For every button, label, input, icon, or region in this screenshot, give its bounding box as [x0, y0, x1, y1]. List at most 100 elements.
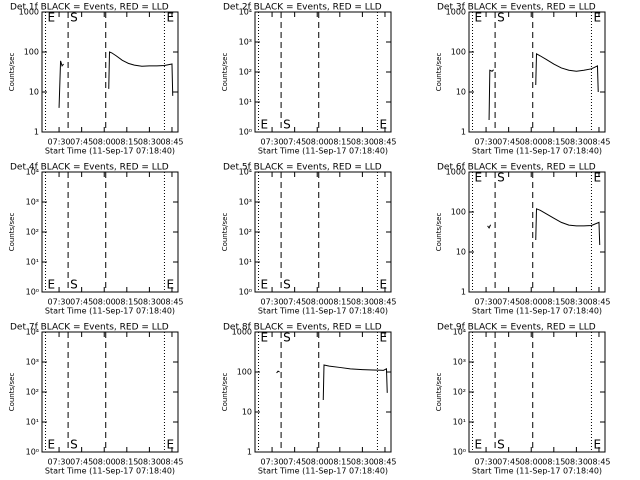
y-tick-label: 10 [456, 88, 466, 97]
x-tick-label: 07:30 [48, 458, 71, 467]
event-marker-label: E [475, 171, 483, 185]
y-axis-title: Counts/sec [8, 373, 16, 412]
x-tick-label: 07:30 [261, 138, 284, 147]
x-tick-label: 08:15 [328, 458, 351, 467]
x-axis-title: Start Time (11-Sep-17 07:18:40) [472, 147, 602, 156]
y-tick-label: 10² [453, 388, 466, 397]
plot-frame [254, 331, 392, 453]
y-tick-label: 1000 [446, 8, 466, 17]
x-tick-label: 08:15 [115, 138, 138, 147]
y-tick-label: 10¹ [239, 98, 252, 107]
y-tick-label: 10² [26, 388, 39, 397]
x-tick-label: 08:45 [160, 458, 183, 467]
x-tick-label: 07:45 [70, 298, 93, 307]
x-tick-label: 07:45 [497, 138, 520, 147]
y-axis-title: Counts/sec [435, 373, 443, 412]
x-tick-label: 08:30 [138, 138, 161, 147]
y-tick-label: 1 [461, 128, 466, 137]
y-axis-title: Counts/sec [221, 53, 229, 92]
y-tick-label: 10⁴ [453, 328, 466, 337]
x-axis-title: Start Time (11-Sep-17 07:18:40) [258, 467, 388, 476]
panel: Det 1f BLACK = Events, RED = LLD 1 10 100 10… [8, 3, 184, 156]
y-axis-title: Counts/sec [8, 53, 16, 92]
x-tick-label: 08:45 [587, 138, 610, 147]
y-tick-label: 10⁰ [239, 128, 252, 137]
x-tick-label: 07:30 [48, 298, 71, 307]
x-axis-title: Start Time (11-Sep-17 07:18:40) [258, 307, 388, 316]
y-tick-label: 10¹ [453, 418, 466, 427]
x-tick-label: 08:45 [160, 138, 183, 147]
plot-frame [468, 11, 606, 133]
x-tick-label: 08:30 [565, 138, 588, 147]
plot-frame [468, 171, 606, 293]
panel: Det 6f BLACK = Events, RED = LLD 1 10 100 10… [435, 163, 611, 316]
x-tick-label: 08:15 [542, 298, 565, 307]
x-tick-label: 07:45 [283, 458, 306, 467]
event-marker-label: S [70, 278, 78, 292]
event-marker-label: E [261, 331, 269, 345]
panel-title: Det 5f BLACK = Events, RED = LLD [223, 163, 382, 173]
x-tick-label: 08:45 [587, 298, 610, 307]
event-marker-label: E [593, 11, 601, 25]
event-marker-label: S [283, 278, 291, 292]
x-tick-label: 08:00 [93, 458, 116, 467]
y-axis-title: Counts/sec [435, 213, 443, 252]
x-tick-label: 08:45 [373, 138, 396, 147]
x-tick-label: 08:00 [306, 298, 329, 307]
event-marker-label: E [166, 11, 174, 25]
x-tick-label: 08:15 [542, 458, 565, 467]
y-tick-label: 1000 [19, 8, 39, 17]
x-tick-label: 07:45 [497, 298, 520, 307]
event-marker-label: E [475, 438, 483, 452]
event-marker-label: E [261, 118, 269, 132]
event-marker-label: E [48, 11, 56, 25]
x-axis-title: Start Time (11-Sep-17 07:18:40) [472, 467, 602, 476]
x-tick-label: 07:45 [497, 458, 520, 467]
x-tick-label: 08:00 [306, 138, 329, 147]
count-rate-line [488, 69, 494, 120]
panel-title: Det 2f BLACK = Events, RED = LLD [223, 3, 382, 13]
y-axis-title: Counts/sec [435, 53, 443, 92]
event-marker-label: E [166, 278, 174, 292]
event-marker-label: S [283, 118, 291, 132]
x-tick-label: 08:15 [542, 138, 565, 147]
panel: Det 4f BLACK = Events, RED = LLD 10⁰ 10¹ 10… [8, 163, 184, 316]
x-tick-label: 07:30 [261, 458, 284, 467]
x-tick-label: 08:30 [351, 138, 374, 147]
y-tick-label: 10¹ [26, 418, 39, 427]
y-tick-label: 10³ [26, 198, 39, 207]
y-tick-label: 100 [451, 48, 466, 57]
x-tick-label: 07:30 [475, 298, 498, 307]
x-tick-label: 07:30 [475, 458, 498, 467]
y-tick-label: 10² [239, 68, 252, 77]
event-marker-label: E [593, 171, 601, 185]
x-tick-label: 08:15 [328, 138, 351, 147]
x-tick-label: 07:30 [48, 138, 71, 147]
y-tick-label: 10³ [239, 38, 252, 47]
y-tick-label: 1 [34, 128, 39, 137]
x-tick-label: 08:00 [520, 458, 543, 467]
x-tick-label: 08:00 [520, 138, 543, 147]
x-tick-label: 07:45 [283, 298, 306, 307]
x-tick-label: 08:30 [565, 298, 588, 307]
x-tick-label: 07:30 [261, 298, 284, 307]
count-rate-line [58, 60, 64, 108]
x-tick-label: 07:45 [283, 138, 306, 147]
y-tick-label: 10⁴ [26, 328, 39, 337]
event-marker-label: E [379, 118, 387, 132]
y-tick-label: 100 [451, 208, 466, 217]
y-tick-label: 10⁴ [239, 8, 252, 17]
y-tick-label: 10² [239, 228, 252, 237]
y-axis-title: Counts/sec [8, 213, 16, 252]
y-tick-label: 10⁴ [26, 168, 39, 177]
x-tick-label: 08:45 [587, 458, 610, 467]
event-marker-label: S [497, 11, 505, 25]
x-axis-title: Start Time (11-Sep-17 07:18:40) [45, 147, 175, 156]
x-tick-label: 08:00 [93, 298, 116, 307]
event-marker-label: S [497, 171, 505, 185]
panel-title: Det 3f BLACK = Events, RED = LLD [437, 3, 596, 13]
panel-title: Det 7f BLACK = Events, RED = LLD [10, 323, 169, 333]
